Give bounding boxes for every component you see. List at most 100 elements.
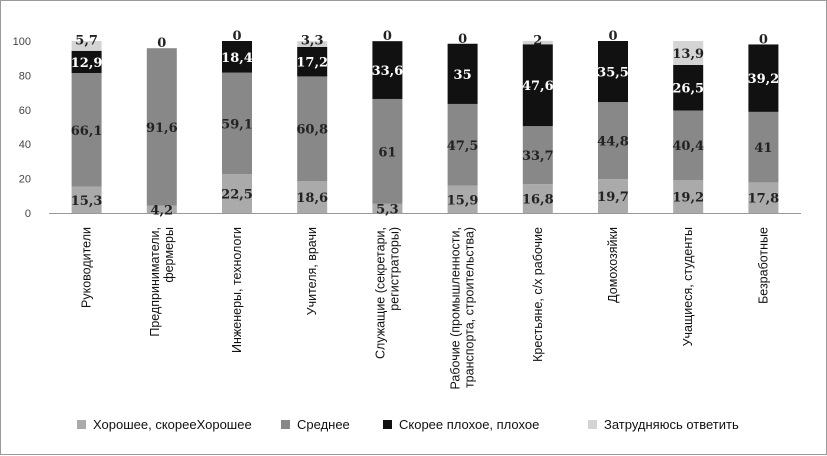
legend-swatch <box>77 420 86 429</box>
bar-segment <box>372 98 403 204</box>
bar-segment <box>146 48 177 206</box>
category-label: Инженеры, технологи <box>230 227 244 353</box>
y-tick-label: 60 <box>19 105 31 117</box>
category-label: Служащие (секретари, <box>373 227 387 359</box>
data-label: 35,5 <box>597 66 629 81</box>
bar-segment <box>598 179 628 213</box>
bar-segment <box>447 103 478 186</box>
bars <box>71 40 779 213</box>
y-tick-label: 20 <box>19 174 31 186</box>
bar-segment <box>297 46 328 77</box>
data-label: 18,4 <box>221 51 253 66</box>
category-label: Домохозяйки <box>606 227 620 303</box>
data-label: 91,6 <box>146 121 178 136</box>
y-tick-label: 40 <box>19 139 31 151</box>
data-label: 22,5 <box>221 188 253 203</box>
data-label: 26,5 <box>672 82 704 97</box>
data-label: 16,8 <box>522 193 554 208</box>
data-label: 15,9 <box>447 193 479 208</box>
bar-segment <box>522 184 553 213</box>
data-label: 33,6 <box>372 64 404 79</box>
bar-segment <box>372 41 403 99</box>
bar-segment <box>222 72 252 175</box>
data-label: 60,8 <box>296 123 328 138</box>
category-label: регистраторы) <box>387 227 401 311</box>
bar-segment <box>598 41 628 103</box>
data-label: 18,6 <box>296 191 328 206</box>
legend-swatch <box>588 420 597 429</box>
bar-segment <box>222 174 252 213</box>
data-label: 0 <box>157 36 166 51</box>
data-label: 59,1 <box>221 117 253 132</box>
legend-swatch <box>383 420 392 429</box>
data-label: 40,4 <box>672 139 704 154</box>
category-label: Предприниматели, <box>148 227 162 337</box>
data-label: 0 <box>383 29 392 44</box>
data-label: 15,3 <box>71 194 103 209</box>
data-label: 44,8 <box>597 135 629 150</box>
legend-label: Скорее плохое, плохое <box>399 417 539 432</box>
category-labels: Руководители Предприниматели, фермеры Инжен… <box>80 227 771 390</box>
category-label: Учащиеся, студенты <box>681 227 695 346</box>
bar-segment <box>297 41 328 47</box>
bar-segment <box>146 205 177 213</box>
data-label: 61 <box>378 145 396 160</box>
bar-segment <box>447 43 478 104</box>
bar-segment <box>297 181 328 213</box>
data-label: 3,3 <box>301 34 324 49</box>
bar-segment <box>522 40 553 45</box>
data-label: 0 <box>759 32 768 47</box>
bar-segment <box>673 179 704 213</box>
y-tick-label: 100 <box>13 36 31 48</box>
bar-segment <box>673 110 704 180</box>
category-label: Рабочие (промышленности, <box>449 227 463 390</box>
data-label: 17,8 <box>748 192 780 207</box>
data-label: 0 <box>458 32 467 47</box>
category-label: Крестьяне, с/х рабочие <box>531 227 545 362</box>
data-label: 19,2 <box>672 190 704 205</box>
data-label: 66,1 <box>71 124 103 139</box>
bar-segment <box>673 64 704 111</box>
data-label: 0 <box>608 29 617 44</box>
legend-label: Затрудняюсь ответить <box>604 417 739 432</box>
data-label: 17,2 <box>296 56 328 71</box>
legend-label: Хорошее, скорееХорошее <box>93 417 252 432</box>
data-label: 5,3 <box>376 202 399 217</box>
data-label: 41 <box>754 141 772 156</box>
bar-segment <box>598 102 628 180</box>
data-label: 12,9 <box>71 56 103 71</box>
bar-segment <box>71 72 102 187</box>
data-label: 0 <box>232 29 241 44</box>
bar-segment <box>748 182 779 213</box>
legend-label: Среднее <box>297 417 350 432</box>
data-label: 5,7 <box>75 34 98 49</box>
bar-segment <box>372 203 403 213</box>
data-label: 4,2 <box>150 203 173 218</box>
bar-segment <box>522 44 553 127</box>
data-label: 39,2 <box>748 72 780 87</box>
legend: Хорошее, скорееХорошее Среднее Скорее плох… <box>77 417 739 432</box>
data-labels: 15,3 66,1 12,9 5,7 4,2 91,6 0 22,5 59,1 18,4 0 18,6… <box>71 29 779 218</box>
data-label: 13,9 <box>672 47 704 62</box>
category-label: Безработные <box>756 227 770 304</box>
data-label: 19,7 <box>597 190 629 205</box>
category-label: транспорта, строительства) <box>463 227 477 388</box>
data-label: 47,5 <box>447 139 479 154</box>
bar-segment <box>71 186 102 213</box>
bar-segment <box>71 50 102 73</box>
category-label: фермеры <box>162 227 176 283</box>
bar-segment <box>522 126 553 185</box>
data-label: 2 <box>533 33 542 48</box>
bar-segment <box>222 41 252 73</box>
legend-swatch <box>281 420 290 429</box>
bar-segment <box>71 41 102 51</box>
data-label: 35 <box>454 68 472 83</box>
category-label: Руководители <box>80 227 94 308</box>
data-label: 47,6 <box>522 79 554 94</box>
bar-segment <box>447 185 478 213</box>
y-tick-label: 0 <box>25 208 31 220</box>
category-label: Учителя, врачи <box>305 227 319 315</box>
bar-segment <box>297 76 328 182</box>
